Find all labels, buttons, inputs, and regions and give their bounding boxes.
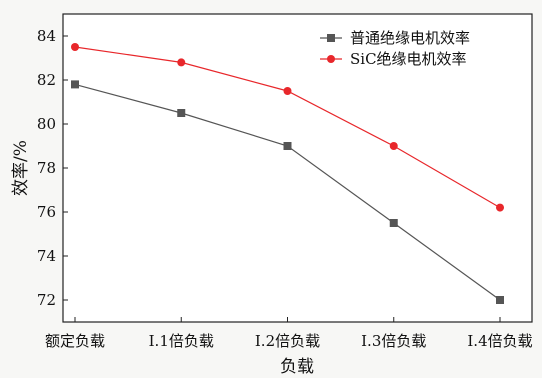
data-point-square (496, 296, 504, 304)
data-point-square (177, 109, 186, 117)
x-axis: 额定负载 I.1倍负载 I.2倍负载 I.3倍负载 I.4倍负载 (45, 317, 533, 350)
y-tick-label: 78 (37, 159, 56, 177)
x-tick-label: I.3倍负载 (361, 332, 426, 350)
data-point-square (389, 219, 398, 227)
y-tick-label: 80 (37, 115, 56, 133)
data-point-circle (496, 203, 504, 212)
y-tick-label: 76 (37, 203, 56, 221)
x-tick-label: 额定负载 (45, 332, 105, 350)
data-point-circle (389, 142, 398, 150)
x-tick-label: I.1倍负载 (149, 332, 214, 350)
y-axis: 72 74 76 78 80 82 84 (37, 27, 68, 309)
data-point-circle (283, 87, 292, 95)
legend-marker (327, 55, 335, 63)
y-tick-label: 82 (37, 71, 56, 89)
data-point-circle (177, 58, 186, 67)
x-tick-label: I.4倍负载 (467, 332, 532, 350)
legend-label: SiC绝缘电机效率 (350, 50, 467, 68)
data-point-square (283, 142, 292, 150)
y-axis-title: 效率/% (11, 140, 31, 196)
data-point-square (71, 80, 79, 89)
series-group (71, 43, 504, 304)
y-tick-label: 74 (37, 247, 56, 265)
legend-marker (327, 34, 335, 42)
plot-area (62, 13, 533, 323)
y-tick-label: 72 (37, 291, 56, 309)
legend-label: 普通绝缘电机效率 (350, 29, 470, 47)
x-tick-label: I.2倍负载 (255, 332, 320, 350)
legend: 普通绝缘电机效率 SiC绝缘电机效率 (320, 29, 470, 68)
y-tick-label: 84 (37, 27, 56, 45)
data-point-circle (71, 43, 79, 51)
x-axis-title: 负载 (280, 357, 314, 377)
